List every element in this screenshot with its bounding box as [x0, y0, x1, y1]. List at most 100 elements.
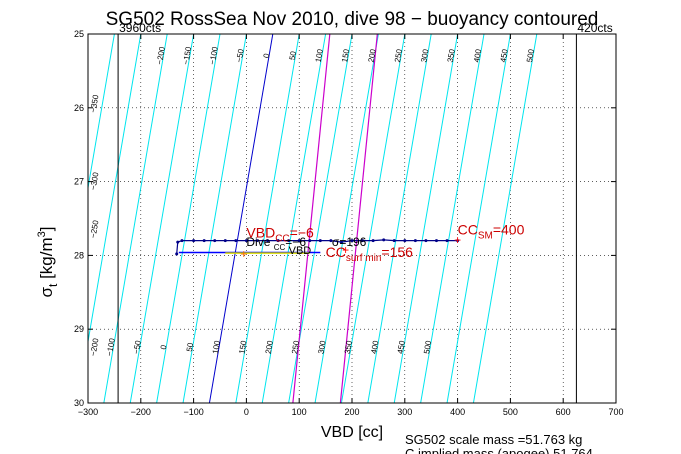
dive-series-point — [371, 239, 375, 243]
contour-label: 150 — [237, 339, 248, 354]
annotation-text: CCsurf min=156 — [326, 244, 414, 264]
buoyancy-contour-line — [182, 34, 247, 403]
contour-label: −150 — [181, 46, 193, 66]
annotation-text: σ=196 — [332, 235, 367, 249]
y-axis-label-unit-exponent: 3 — [36, 231, 48, 237]
buoyancy-contour-line — [129, 34, 195, 403]
dive-series-point — [244, 239, 248, 243]
contour-label: 500 — [525, 48, 536, 63]
buoyancy-contour-line — [88, 34, 89, 37]
buoyancy-contour-line — [420, 34, 485, 403]
y-tick-label: 26 — [74, 103, 84, 113]
y-tick-label: 28 — [74, 250, 84, 260]
buoyancy-contour-line — [235, 34, 300, 403]
contour-label: 100 — [211, 339, 222, 354]
contour-label: 350 — [446, 48, 457, 63]
count-limit-label: 420cts — [577, 21, 612, 35]
contour-label: −350 — [89, 94, 101, 114]
dive-series-point — [382, 238, 386, 242]
chart-title: SG502 RossSea Nov 2010, dive 98 − buoyan… — [106, 9, 599, 30]
dive-series-point — [180, 239, 184, 243]
contour-label: −100 — [105, 337, 117, 357]
contour-label: 100 — [314, 48, 325, 63]
x-tick-label: −100 — [183, 407, 203, 417]
y-axis-label: σt [kg/m3] — [36, 227, 60, 298]
dive-series-point — [202, 239, 206, 243]
contour-label: 300 — [317, 339, 328, 354]
dive-series-point — [266, 239, 270, 243]
density-limit-line — [339, 34, 378, 403]
contour-label: −300 — [89, 171, 101, 191]
y-tick-label: 27 — [74, 177, 84, 187]
dive-series-point — [175, 252, 179, 256]
dive-series-point — [413, 239, 417, 243]
contour-label: 50 — [185, 342, 195, 353]
dive-series-point — [361, 239, 365, 243]
contour-label: −250 — [89, 219, 101, 239]
contour-label: −200 — [155, 46, 167, 66]
dive-series-point — [176, 240, 180, 244]
dive-series-point — [318, 239, 322, 243]
contour-label: 200 — [367, 48, 378, 63]
contour-label: −50 — [235, 48, 246, 63]
plot-area: −200 −150 −100 −50 0 50 100 150 200 250 300 350 400 4… — [74, 21, 624, 417]
y-axis-label-unit-close: ] — [37, 227, 56, 232]
buoyancy-contour-line — [314, 34, 379, 403]
plot-clipped-layer — [88, 34, 538, 403]
buoyancy-contour-line — [208, 34, 274, 403]
dive-series-point — [192, 239, 196, 243]
x-tick-label: 400 — [450, 407, 465, 417]
dive-series-point — [234, 239, 238, 243]
marker-point: + — [342, 243, 349, 257]
dive-series-point — [434, 239, 438, 243]
x-tick-label: 700 — [608, 407, 623, 417]
dive-series-point — [445, 239, 449, 243]
contour-label: 500 — [422, 339, 433, 354]
buoyancy-contour-line — [472, 34, 538, 403]
dive-series-point — [339, 240, 343, 244]
x-tick-label: 0 — [244, 407, 249, 417]
contour-label: −100 — [208, 46, 220, 66]
x-tick-label: 100 — [292, 407, 307, 417]
contour-label: 350 — [343, 339, 354, 354]
marker-point: + — [240, 247, 247, 261]
buoyancy-contour-line — [88, 34, 115, 191]
buoyancy-contour-line — [261, 34, 327, 403]
annotation-text: CCSM=400 — [458, 222, 525, 242]
dive-series-point — [287, 239, 291, 243]
x-tick-label: 600 — [556, 407, 571, 417]
dive-series-point — [213, 239, 217, 243]
density-limit-line — [292, 34, 331, 403]
contour-label: 400 — [472, 48, 483, 63]
contour-label: −50 — [132, 339, 143, 354]
dive-series-point — [308, 239, 312, 243]
contour-label: 50 — [288, 50, 298, 61]
count-limit-label: 3960cts — [119, 21, 161, 35]
dive-series-point — [350, 239, 354, 243]
y-axis-label-unit: [kg/m — [37, 237, 56, 283]
contour-label: 400 — [369, 339, 380, 354]
annotation-text: Dive CC=−6 — [246, 235, 306, 252]
y-axis-label-subscript: t — [46, 283, 60, 287]
dive-series-point — [329, 239, 333, 243]
contour-label: 0 — [262, 52, 272, 58]
contour-label: 450 — [396, 339, 407, 354]
y-tick-label: 29 — [74, 324, 84, 334]
dive-series-point — [392, 239, 396, 243]
buoyancy-contour-line — [367, 34, 432, 403]
contour-label: 250 — [393, 48, 404, 63]
footnote-scale-mass: SG502 scale mass =51.763 kg — [405, 432, 582, 447]
buoyancy-contour-line — [103, 34, 168, 403]
x-tick-label: 500 — [503, 407, 518, 417]
buoyancy-contour-line — [340, 34, 406, 403]
contour-label: 200 — [264, 339, 275, 354]
contour-label: 300 — [419, 48, 430, 63]
x-tick-label: 300 — [397, 407, 412, 417]
marker-point: + — [454, 233, 461, 247]
dive-series-point — [297, 239, 301, 243]
dive-series-point — [276, 239, 280, 243]
y-axis-label-symbol: σ — [37, 287, 56, 298]
x-tick-label: −200 — [131, 407, 151, 417]
x-tick-label: 200 — [344, 407, 359, 417]
